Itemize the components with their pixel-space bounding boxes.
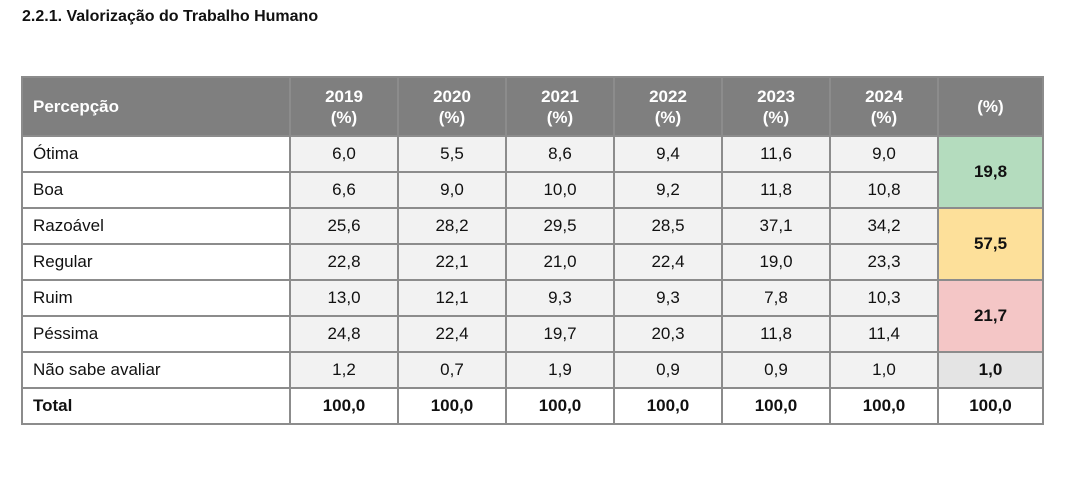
- header-year-unit: (%): [438, 107, 466, 127]
- total-value: 100,0: [829, 387, 939, 425]
- cell-value: 9,2: [613, 171, 723, 209]
- total-label: Total: [21, 387, 291, 425]
- header-year-label: 2020: [433, 86, 471, 106]
- cell-value: 9,0: [397, 171, 507, 209]
- cell-value: 28,2: [397, 207, 507, 245]
- cell-value: 22,8: [289, 243, 399, 281]
- page-title: 2.2.1. Valorização do Trabalho Humano: [22, 8, 319, 25]
- row-label: Boa: [21, 171, 291, 209]
- cell-value: 9,3: [613, 279, 723, 317]
- row-label: Razoável: [21, 207, 291, 245]
- cell-value: 20,3: [613, 315, 723, 353]
- cell-value: 11,8: [721, 315, 831, 353]
- cell-value: 22,1: [397, 243, 507, 281]
- cell-value: 6,0: [289, 135, 399, 173]
- table-row: Não sabe avaliar 1,2 0,7 1,9 0,9 0,9 1,0…: [21, 351, 1044, 389]
- header-year: 2023 (%): [721, 76, 831, 137]
- table-row: Razoável 25,6 28,2 29,5 28,5 37,1 34,2 5…: [21, 207, 1044, 281]
- cell-value: 9,4: [613, 135, 723, 173]
- cell-value: 1,0: [829, 351, 939, 389]
- cell-value: 11,4: [829, 315, 939, 353]
- total-row: Total 100,0 100,0 100,0 100,0 100,0 100,…: [21, 387, 1044, 425]
- cell-value: 10,3: [829, 279, 939, 317]
- perception-table: Percepção 2019 (%) 2020 (%) 2021 (%) 2022 (%…: [21, 76, 1044, 425]
- table-row: Ruim 13,0 12,1 9,3 9,3 7,8 10,3 21,7: [21, 279, 1044, 353]
- cell-value: 7,8: [721, 279, 831, 317]
- cell-value: 0,9: [721, 351, 831, 389]
- cell-value: 8,6: [505, 135, 615, 173]
- cell-value: 10,8: [829, 171, 939, 209]
- cell-value: 24,8: [289, 315, 399, 353]
- group-negative-value: 21,7: [937, 279, 1044, 353]
- cell-value: 5,5: [397, 135, 507, 173]
- header-year-label: 2023: [757, 86, 795, 106]
- cell-value: 34,2: [829, 207, 939, 245]
- header-year-label: 2024: [865, 86, 903, 106]
- row-label: Péssima: [21, 315, 291, 353]
- header-year: 2022 (%): [613, 76, 723, 137]
- total-value: 100,0: [721, 387, 831, 425]
- cell-value: 9,0: [829, 135, 939, 173]
- total-value: 100,0: [397, 387, 507, 425]
- cell-value: 13,0: [289, 279, 399, 317]
- cell-value: 1,9: [505, 351, 615, 389]
- header-year: 2024 (%): [829, 76, 939, 137]
- cell-value: 22,4: [613, 243, 723, 281]
- table-row: Ótima 6,0 5,5 8,6 9,4 11,6 9,0 19,8: [21, 135, 1044, 209]
- cell-value: 12,1: [397, 279, 507, 317]
- cell-value: 23,3: [829, 243, 939, 281]
- cell-value: 19,7: [505, 315, 615, 353]
- header-year-label: 2022: [649, 86, 687, 106]
- header-year: 2020 (%): [397, 76, 507, 137]
- cell-value: 11,6: [721, 135, 831, 173]
- total-pct: 100,0: [937, 387, 1044, 425]
- cell-value: 1,2: [289, 351, 399, 389]
- table-row: Regular 22,8 22,1 21,0 22,4 19,0 23,3: [21, 243, 1043, 281]
- header-percepcao: Percepção: [21, 76, 291, 137]
- header-year: 2021 (%): [505, 76, 615, 137]
- cell-value: 29,5: [505, 207, 615, 245]
- cell-value: 28,5: [613, 207, 723, 245]
- table-header-row: Percepção 2019 (%) 2020 (%) 2021 (%) 2022 (%…: [21, 76, 1044, 137]
- cell-value: 22,4: [397, 315, 507, 353]
- row-label: Regular: [21, 243, 291, 281]
- cell-value: 21,0: [505, 243, 615, 281]
- row-label: Não sabe avaliar: [21, 351, 291, 389]
- total-value: 100,0: [613, 387, 723, 425]
- table-row: Boa 6,6 9,0 10,0 9,2 11,8 10,8: [21, 171, 1043, 209]
- header-year-unit: (%): [330, 107, 358, 127]
- header-pct: (%): [937, 76, 1044, 137]
- header-year-unit: (%): [762, 107, 790, 127]
- row-label: Ruim: [21, 279, 291, 317]
- group-unknown-value: 1,0: [937, 351, 1044, 389]
- table-row: Péssima 24,8 22,4 19,7 20,3 11,8 11,4: [21, 315, 1043, 353]
- header-year-label: 2021: [541, 86, 579, 106]
- cell-value: 9,3: [505, 279, 615, 317]
- cell-value: 11,8: [721, 171, 831, 209]
- cell-value: 37,1: [721, 207, 831, 245]
- header-year-unit: (%): [870, 107, 898, 127]
- cell-value: 0,9: [613, 351, 723, 389]
- group-neutral-value: 57,5: [937, 207, 1044, 281]
- group-positive-value: 19,8: [937, 135, 1044, 209]
- total-value: 100,0: [289, 387, 399, 425]
- cell-value: 19,0: [721, 243, 831, 281]
- cell-value: 0,7: [397, 351, 507, 389]
- header-year: 2019 (%): [289, 76, 399, 137]
- row-label: Ótima: [21, 135, 291, 173]
- header-year-unit: (%): [654, 107, 682, 127]
- cell-value: 6,6: [289, 171, 399, 209]
- total-value: 100,0: [505, 387, 615, 425]
- header-year-label: 2019: [325, 86, 363, 106]
- cell-value: 25,6: [289, 207, 399, 245]
- cell-value: 10,0: [505, 171, 615, 209]
- header-year-unit: (%): [546, 107, 574, 127]
